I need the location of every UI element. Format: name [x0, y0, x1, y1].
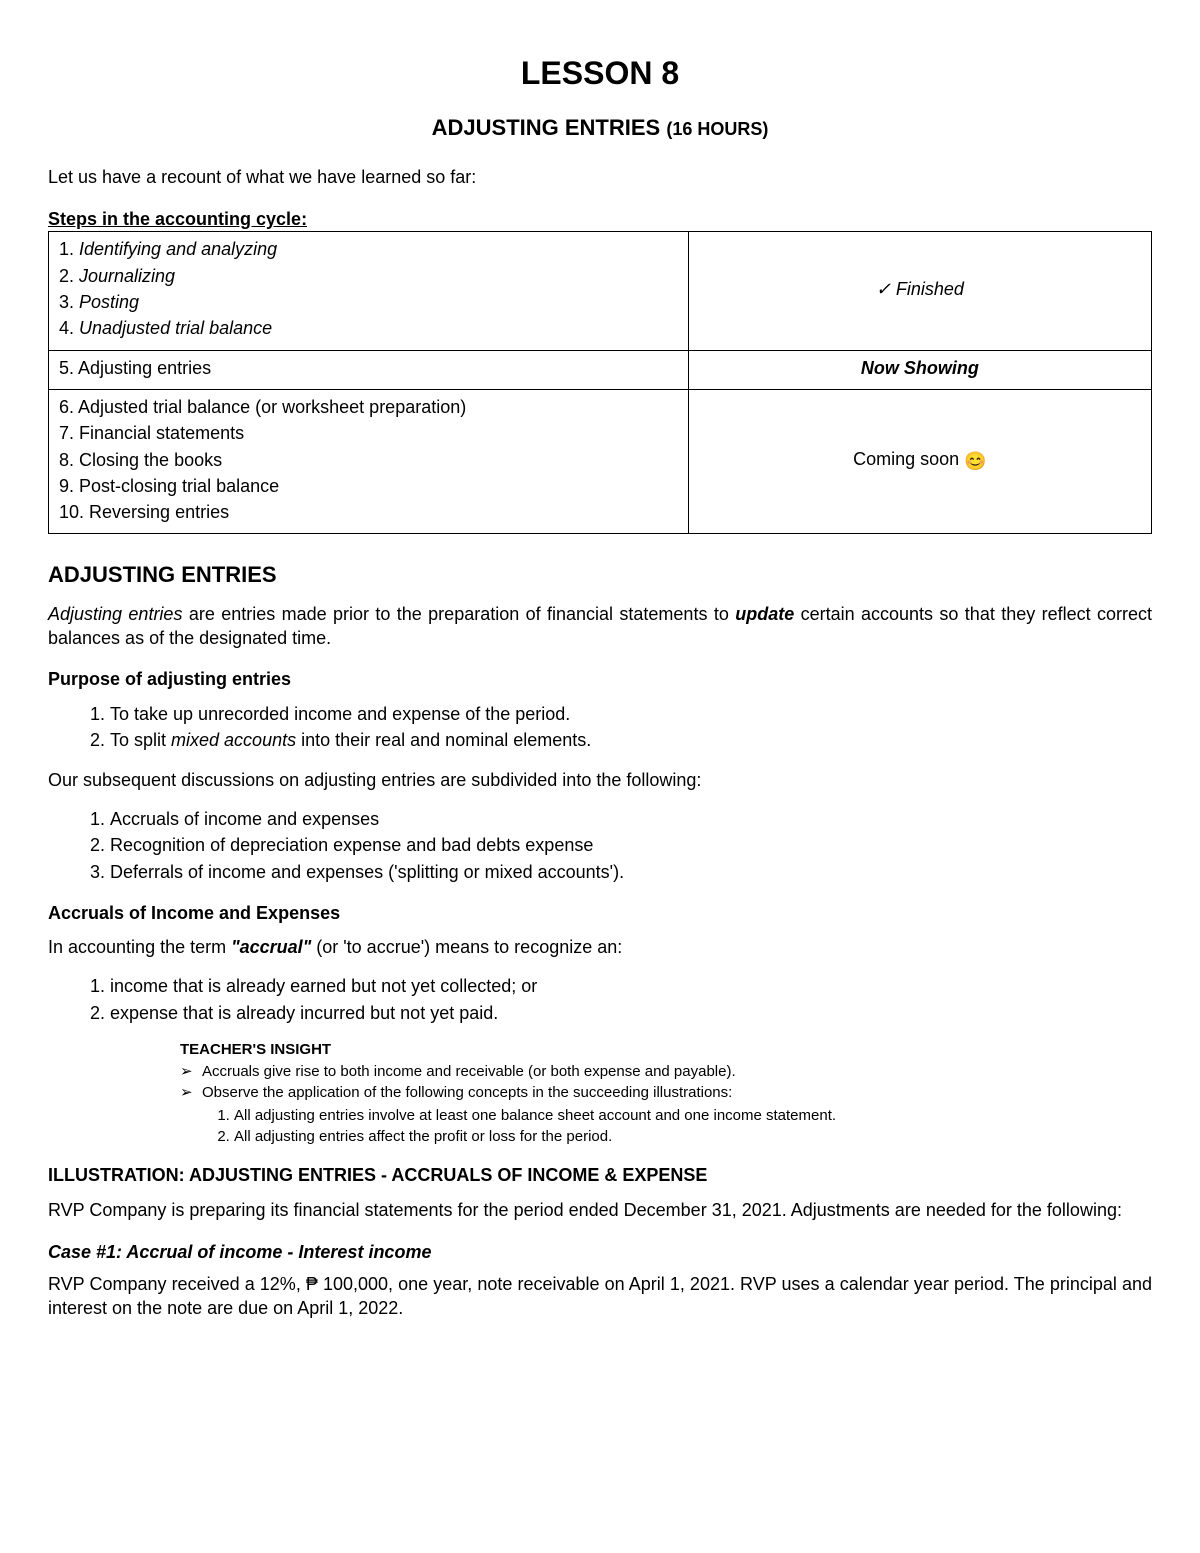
- insight-bullet: Accruals give rise to both income and re…: [180, 1062, 1000, 1082]
- cycle-steps-cell: 1. Identifying and analyzing2. Journaliz…: [49, 232, 689, 350]
- cycle-status-cell: ✓ Finished: [688, 232, 1151, 350]
- list-item: To take up unrecorded income and expense…: [110, 701, 1152, 727]
- subtitle-main: ADJUSTING ENTRIES: [432, 115, 661, 140]
- text: In accounting the term: [48, 937, 231, 957]
- cycle-status-cell: Now Showing: [688, 350, 1151, 389]
- cycle-step: 8. Closing the books: [59, 447, 678, 473]
- definition-lead: Adjusting entries: [48, 604, 182, 624]
- status-text: Coming soon: [853, 449, 964, 469]
- insight-heading: TEACHER'S INSIGHT: [180, 1040, 1000, 1060]
- lesson-title: LESSON 8: [48, 52, 1152, 95]
- status-text: Now Showing: [861, 358, 979, 378]
- intro-text: Let us have a recount of what we have le…: [48, 165, 1152, 189]
- teachers-insight: TEACHER'S INSIGHT Accruals give rise to …: [180, 1040, 1000, 1147]
- insight-bullet: Observe the application of the following…: [180, 1083, 1000, 1147]
- definition-mid: are entries made prior to the preparatio…: [182, 604, 735, 624]
- section-heading: ADJUSTING ENTRIES: [48, 560, 1152, 590]
- cycle-table: 1. Identifying and analyzing2. Journaliz…: [48, 231, 1152, 534]
- text: Observe the application of the following…: [202, 1084, 732, 1101]
- list-item: Recognition of depreciation expense and …: [110, 832, 1152, 858]
- insight-subitem: All adjusting entries involve at least o…: [234, 1106, 1000, 1126]
- cycle-status-cell: Coming soon 😊: [688, 389, 1151, 533]
- text: (or 'to accrue') means to recognize an:: [311, 937, 622, 957]
- table-row: 5. Adjusting entries Now Showing: [49, 350, 1152, 389]
- cycle-step: 3. Posting: [59, 289, 678, 315]
- purpose-list: To take up unrecorded income and expense…: [48, 701, 1152, 754]
- subdivide-intro: Our subsequent discussions on adjusting …: [48, 768, 1152, 792]
- table-row: 6. Adjusted trial balance (or worksheet …: [49, 389, 1152, 533]
- definition-bold: update: [735, 604, 794, 624]
- subdivide-list: Accruals of income and expenses Recognit…: [48, 806, 1152, 885]
- accruals-intro: In accounting the term "accrual" (or 'to…: [48, 935, 1152, 959]
- subtitle-hours: (16 HOURS): [666, 119, 768, 139]
- lesson-subtitle: ADJUSTING ENTRIES (16 HOURS): [48, 113, 1152, 143]
- cycle-step: 4. Unadjusted trial balance: [59, 315, 678, 341]
- illustration-heading: ILLUSTRATION: ADJUSTING ENTRIES - ACCRUA…: [48, 1163, 1152, 1187]
- text: To split: [110, 730, 171, 750]
- smile-icon: 😊: [964, 449, 986, 473]
- cycle-step: 7. Financial statements: [59, 420, 678, 446]
- case-heading: Case #1: Accrual of income - Interest in…: [48, 1240, 1152, 1264]
- purpose-heading: Purpose of adjusting entries: [48, 667, 1152, 691]
- cycle-step: 9. Post-closing trial balance: [59, 473, 678, 499]
- cycle-step: 10. Reversing entries: [59, 499, 678, 525]
- cycle-step: 6. Adjusted trial balance (or worksheet …: [59, 394, 678, 420]
- accrual-term: "accrual": [231, 937, 311, 957]
- list-item: Deferrals of income and expenses ('split…: [110, 859, 1152, 885]
- illustration-para: RVP Company is preparing its financial s…: [48, 1198, 1152, 1222]
- case-para: RVP Company received a 12%, ₱ 100,000, o…: [48, 1272, 1152, 1321]
- cycle-steps-cell: 5. Adjusting entries: [49, 350, 689, 389]
- text: into their real and nominal elements.: [296, 730, 591, 750]
- definition-para: Adjusting entries are entries made prior…: [48, 602, 1152, 651]
- list-item: income that is already earned but not ye…: [110, 973, 1152, 999]
- cycle-heading: Steps in the accounting cycle:: [48, 207, 1152, 231]
- accruals-list: income that is already earned but not ye…: [48, 973, 1152, 1026]
- insight-subitem: All adjusting entries affect the profit …: [234, 1127, 1000, 1147]
- cycle-step: 5. Adjusting entries: [59, 355, 678, 381]
- list-item: To split mixed accounts into their real …: [110, 727, 1152, 753]
- text-ital: mixed accounts: [171, 730, 296, 750]
- list-item: expense that is already incurred but not…: [110, 1000, 1152, 1026]
- status-text: ✓ Finished: [876, 279, 964, 299]
- cycle-steps-cell: 6. Adjusted trial balance (or worksheet …: [49, 389, 689, 533]
- list-item: Accruals of income and expenses: [110, 806, 1152, 832]
- cycle-step: 1. Identifying and analyzing: [59, 236, 678, 262]
- table-row: 1. Identifying and analyzing2. Journaliz…: [49, 232, 1152, 350]
- accruals-heading: Accruals of Income and Expenses: [48, 901, 1152, 925]
- cycle-step: 2. Journalizing: [59, 263, 678, 289]
